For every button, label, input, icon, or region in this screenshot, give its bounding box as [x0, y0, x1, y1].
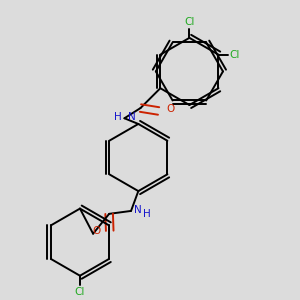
Text: O: O — [93, 226, 101, 236]
Text: H: H — [143, 209, 151, 219]
Text: N: N — [134, 205, 142, 215]
Text: O: O — [167, 104, 175, 114]
Text: N: N — [128, 112, 136, 122]
Text: Cl: Cl — [75, 287, 85, 297]
Text: H: H — [114, 112, 122, 122]
Text: Cl: Cl — [230, 50, 240, 60]
Text: Cl: Cl — [184, 17, 195, 27]
